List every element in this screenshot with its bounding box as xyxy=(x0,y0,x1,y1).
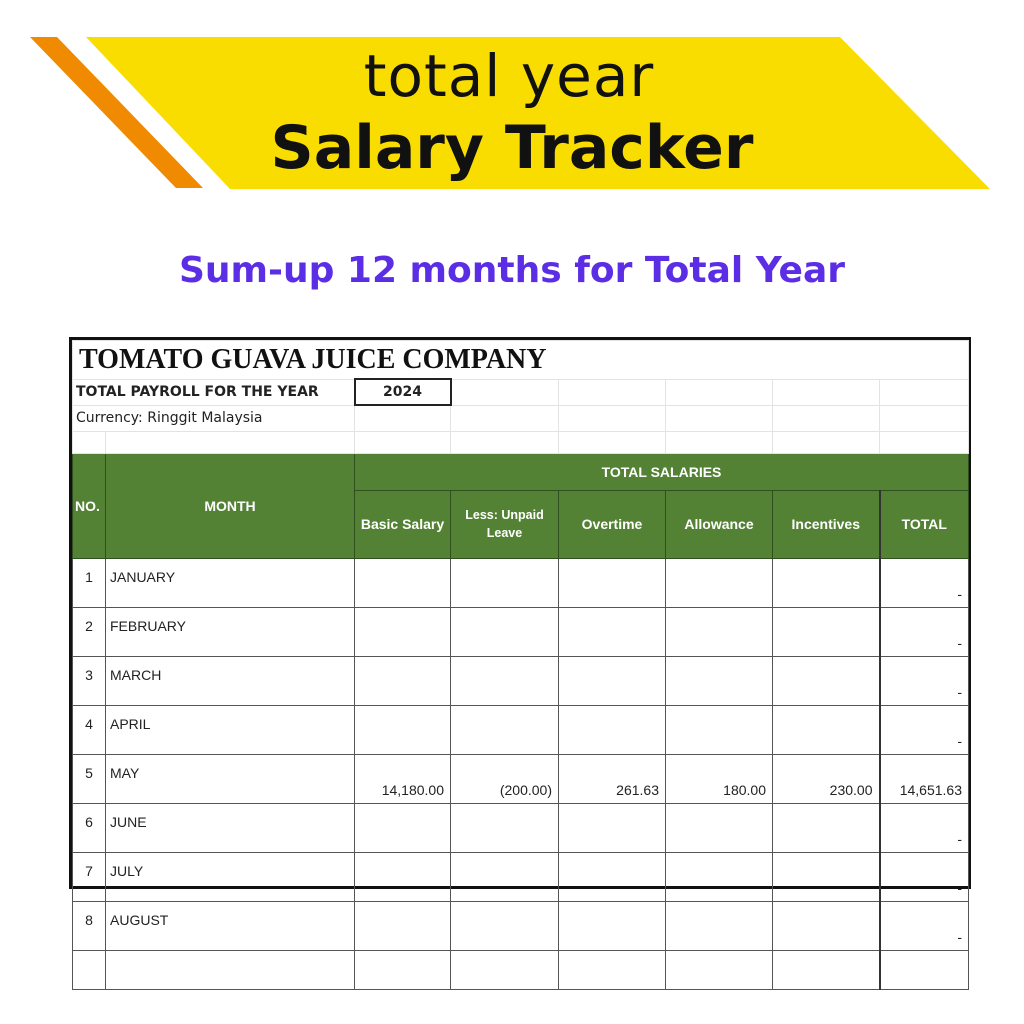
table-row: 1 JANUARY - xyxy=(72,557,969,608)
cell-unpaid[interactable] xyxy=(450,900,559,951)
header-total-salaries: TOTAL SALARIES xyxy=(354,452,969,491)
cell-month[interactable]: MAY xyxy=(105,753,355,804)
header-allowance: Allowance xyxy=(665,489,773,559)
cell-overtime[interactable] xyxy=(558,851,666,902)
cell-basic[interactable] xyxy=(354,802,451,853)
cell-no[interactable]: 6 xyxy=(72,802,106,853)
cell-month[interactable]: MARCH xyxy=(105,655,355,706)
cell-unpaid[interactable]: (200.00) xyxy=(450,753,559,804)
payroll-label: TOTAL PAYROLL FOR THE YEAR xyxy=(72,378,355,406)
cell-basic[interactable] xyxy=(354,606,451,657)
cell-month[interactable]: JUNE xyxy=(105,802,355,853)
cell-basic[interactable] xyxy=(354,704,451,755)
table-row: 4 APRIL - xyxy=(72,704,969,755)
cell-incentives[interactable] xyxy=(772,606,880,657)
cell-overtime[interactable] xyxy=(558,802,666,853)
header-basic-salary: Basic Salary xyxy=(354,489,451,559)
cell-unpaid[interactable] xyxy=(450,802,559,853)
header-unpaid-leave: Less: Unpaid Leave xyxy=(450,489,559,559)
table-row: 8 AUGUST - xyxy=(72,900,969,951)
cell-basic[interactable]: 14,180.00 xyxy=(354,753,451,804)
cell-allowance[interactable] xyxy=(665,606,773,657)
cell-total[interactable]: - xyxy=(878,606,969,657)
year-cell[interactable]: 2024 xyxy=(353,378,452,406)
cell-no[interactable]: 2 xyxy=(72,606,106,657)
cell-allowance[interactable] xyxy=(665,802,773,853)
table-row: 7 JULY - xyxy=(72,851,969,902)
cell-month[interactable]: JANUARY xyxy=(105,557,355,608)
cell-basic[interactable] xyxy=(354,557,451,608)
banner-graphic xyxy=(30,37,990,189)
cell-total[interactable]: - xyxy=(878,557,969,608)
cell-overtime[interactable] xyxy=(558,606,666,657)
cell-total[interactable]: - xyxy=(878,851,969,902)
header-month: MONTH xyxy=(105,452,355,559)
cell-overtime[interactable] xyxy=(558,557,666,608)
cell-basic[interactable] xyxy=(354,900,451,951)
cell-basic[interactable] xyxy=(354,655,451,706)
currency-label: Currency: Ringgit Malaysia xyxy=(72,404,355,432)
cell-incentives[interactable] xyxy=(772,900,880,951)
cell-incentives[interactable] xyxy=(772,851,880,902)
yellow-banner xyxy=(86,37,990,189)
cell-month[interactable]: APRIL xyxy=(105,704,355,755)
table-row: 2 FEBRUARY - xyxy=(72,606,969,657)
table-row: 3 MARCH - xyxy=(72,655,969,706)
cell-incentives[interactable]: 230.00 xyxy=(772,753,880,804)
header-no: NO. xyxy=(72,452,106,559)
header-incentives: Incentives xyxy=(772,489,880,559)
banner-title-line2: Salary Tracker xyxy=(270,113,754,183)
company-name: TOMATO GUAVA JUICE COMPANY xyxy=(72,340,969,380)
cell-total[interactable]: - xyxy=(878,704,969,755)
table-row: 5 MAY 14,180.00 (200.00) 261.63 180.00 230.00 1… xyxy=(72,753,969,804)
banner-title-line1: total year xyxy=(363,42,655,110)
cell-incentives[interactable] xyxy=(772,802,880,853)
salary-table: TOMATO GUAVA JUICE COMPANY TOTAL PAYROLL… xyxy=(72,340,969,990)
cell-no[interactable]: 5 xyxy=(72,753,106,804)
cell-allowance[interactable] xyxy=(665,655,773,706)
cell-overtime[interactable] xyxy=(558,900,666,951)
cell-overtime[interactable]: 261.63 xyxy=(558,753,666,804)
cell-month[interactable]: AUGUST xyxy=(105,900,355,951)
cell-no[interactable]: 7 xyxy=(72,851,106,902)
cell-incentives[interactable] xyxy=(772,704,880,755)
cell-allowance[interactable] xyxy=(665,900,773,951)
cell-basic[interactable] xyxy=(354,851,451,902)
cell-allowance[interactable] xyxy=(665,851,773,902)
cell-unpaid[interactable] xyxy=(450,606,559,657)
cell-total[interactable]: - xyxy=(878,900,969,951)
cell-unpaid[interactable] xyxy=(450,655,559,706)
cell-unpaid[interactable] xyxy=(450,704,559,755)
cell-total[interactable]: - xyxy=(878,655,969,706)
cell-overtime[interactable] xyxy=(558,704,666,755)
cell-month[interactable]: JULY xyxy=(105,851,355,902)
cell-allowance[interactable] xyxy=(665,557,773,608)
cell-incentives[interactable] xyxy=(772,655,880,706)
cell-incentives[interactable] xyxy=(772,557,880,608)
cell-allowance[interactable]: 180.00 xyxy=(665,753,773,804)
cell-no[interactable]: 4 xyxy=(72,704,106,755)
spreadsheet: TOMATO GUAVA JUICE COMPANY TOTAL PAYROLL… xyxy=(69,337,971,990)
cell-total[interactable]: - xyxy=(878,802,969,853)
header-total: TOTAL xyxy=(878,489,969,559)
table-row: 6 JUNE - xyxy=(72,802,969,853)
cell-no[interactable]: 3 xyxy=(72,655,106,706)
cell-month[interactable]: FEBRUARY xyxy=(105,606,355,657)
subtitle: Sum-up 12 months for Total Year xyxy=(178,250,846,291)
cell-no[interactable]: 1 xyxy=(72,557,106,608)
cell-overtime[interactable] xyxy=(558,655,666,706)
cell-unpaid[interactable] xyxy=(450,851,559,902)
header-overtime: Overtime xyxy=(558,489,666,559)
cell-no[interactable]: 8 xyxy=(72,900,106,951)
orange-stripe xyxy=(30,37,203,188)
cell-allowance[interactable] xyxy=(665,704,773,755)
cell-unpaid[interactable] xyxy=(450,557,559,608)
cell-total[interactable]: 14,651.63 xyxy=(878,753,969,804)
